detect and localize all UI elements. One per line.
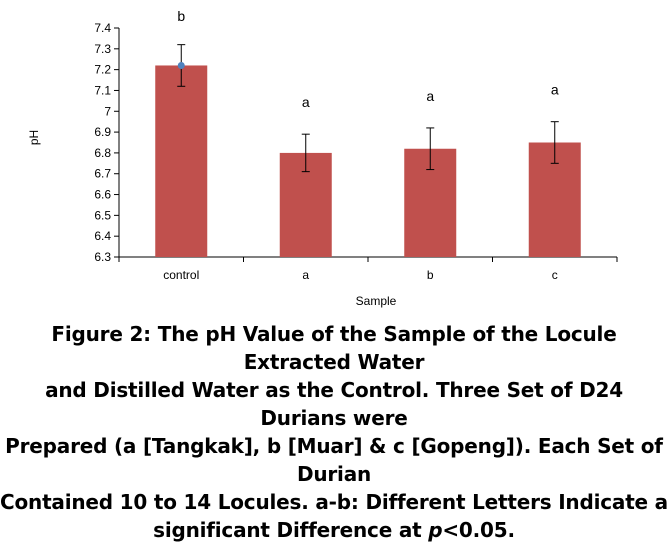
y-tick-label: 6.4 [94, 229, 111, 243]
x-tick-label: c [552, 268, 558, 282]
y-tick-label: 6.9 [94, 125, 111, 139]
y-axis-title: pH [27, 130, 41, 145]
y-tick-label: 6.3 [94, 250, 111, 264]
x-axis-title: Sample [356, 294, 397, 308]
x-tick-label: a [302, 268, 309, 282]
bar-control [155, 65, 208, 258]
bar-chart: 6.3 6.4 6.5 6.6 6.7 6.8 6.9 7 7.1 7.2 7.3 7.4 b contr… [27, 8, 618, 308]
caption-line-4: Contained 10 to 14 Locules. a-b: Differe… [0, 490, 668, 514]
data-marker [177, 61, 185, 69]
significance-letter: b [177, 8, 185, 24]
caption-line-2: and Distilled Water as the Control. Thre… [45, 378, 623, 430]
y-tick-label: 7.2 [94, 63, 111, 77]
figure-caption: Figure 2: The pH Value of the Sample of … [0, 320, 668, 544]
significance-letter: a [551, 82, 559, 98]
caption-line-5-text: significant Difference at [153, 518, 429, 542]
labels: 6.3 6.4 6.5 6.6 6.7 6.8 6.9 7 7.1 7.2 7.3 7.4 b contr… [27, 8, 559, 308]
y-tick-label: 6.5 [94, 208, 111, 222]
chart-area: 6.3 6.4 6.5 6.6 6.7 6.8 6.9 7 7.1 7.2 7.3 7.4 b contr… [27, 8, 618, 308]
caption-line-5: significant Difference at p<0.05. [0, 516, 668, 544]
y-tick-label: 6.6 [94, 188, 111, 202]
y-tick-label: 7.4 [94, 21, 111, 35]
y-tick-label: 7.3 [94, 42, 111, 56]
y-tick-label: 6.7 [94, 167, 111, 181]
y-tick-label: 7 [104, 104, 111, 118]
significance-letter: a [426, 88, 434, 104]
y-tick-label: 7.1 [94, 83, 111, 97]
significance-letter: a [302, 94, 310, 110]
y-tick-label: 6.8 [94, 146, 111, 160]
x-tick-label: control [163, 268, 199, 282]
caption-line-5-value: <0.05. [442, 518, 515, 542]
bars [155, 44, 581, 258]
caption-line-1: Figure 2: The pH Value of the Sample of … [51, 322, 617, 374]
caption-line-3: Prepared (a [Tangkak], b [Muar] & c [Gop… [5, 434, 663, 486]
caption-p-symbol: p [428, 518, 443, 542]
x-tick-label: b [427, 268, 434, 282]
